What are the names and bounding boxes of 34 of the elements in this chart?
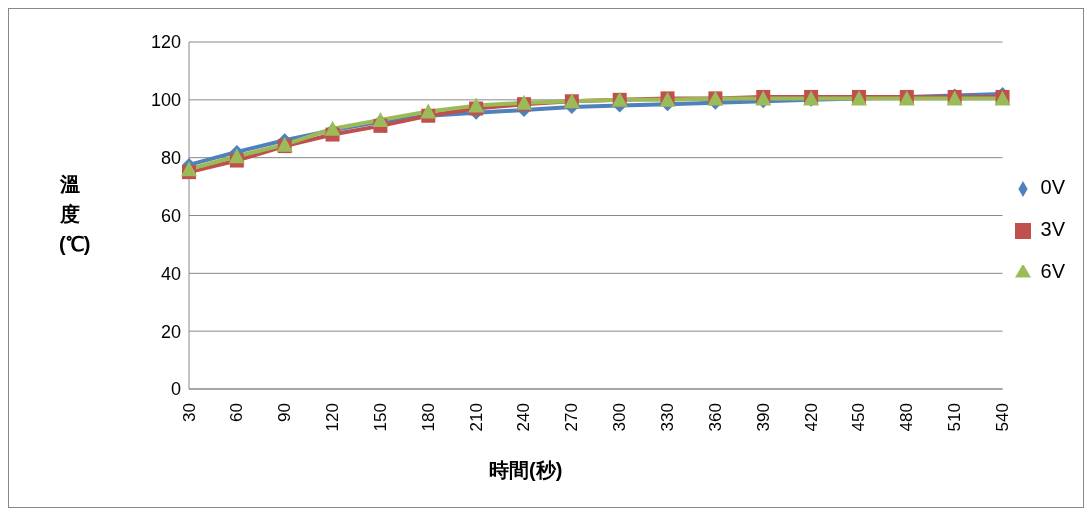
x-tick-label: 180	[418, 403, 438, 432]
point	[228, 148, 245, 164]
x-tick-label: 480	[897, 403, 917, 432]
y-tick-label: 20	[160, 321, 181, 342]
y-tick-label: 80	[160, 148, 181, 169]
x-tick-label: 420	[801, 403, 821, 432]
y-tick-label: 60	[160, 205, 181, 226]
x-tick-label: 510	[945, 403, 965, 432]
x-tick-label: 60	[227, 403, 247, 422]
y-tick-label: 100	[150, 90, 181, 111]
y-tick-label: 120	[150, 32, 181, 53]
x-tick-label: 390	[753, 403, 773, 432]
legend-label: 6V	[1040, 260, 1065, 282]
x-tick-label: 240	[514, 403, 534, 432]
x-tick-label: 360	[705, 403, 725, 432]
x-tick-label: 300	[610, 403, 630, 432]
x-tick-label: 270	[562, 403, 582, 432]
x-tick-label: 450	[849, 403, 869, 432]
y-tick-label: 0	[170, 379, 181, 400]
x-tick-label: 330	[658, 403, 678, 432]
point	[420, 103, 437, 119]
legend-label: 0V	[1040, 176, 1065, 198]
point	[468, 97, 485, 113]
y-tick-label: 40	[160, 263, 181, 284]
x-tick-label: 150	[370, 403, 390, 432]
x-tick-label: 90	[275, 403, 295, 422]
point	[181, 161, 197, 177]
y-axis-title: 溫度(℃)	[59, 172, 91, 257]
x-tick-label: 30	[179, 403, 199, 422]
x-tick-label: 120	[323, 403, 343, 432]
legend-label: 3V	[1040, 218, 1065, 240]
x-axis-title: 時間(秒)	[489, 458, 563, 483]
x-tick-label: 540	[993, 403, 1013, 432]
x-tick-label: 210	[466, 403, 486, 432]
